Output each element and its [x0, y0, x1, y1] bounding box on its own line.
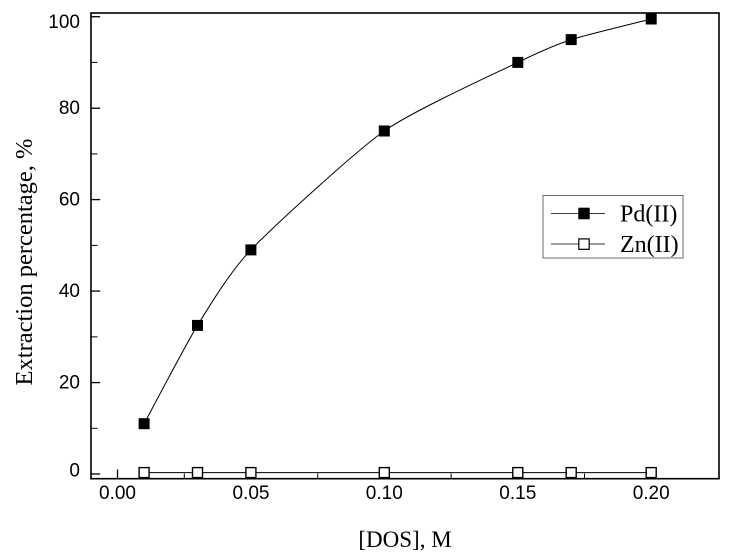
svg-text:0: 0: [69, 461, 80, 482]
svg-text:40: 40: [59, 281, 80, 302]
svg-text:0.05: 0.05: [233, 483, 270, 504]
svg-text:20: 20: [59, 373, 80, 394]
svg-text:0.20: 0.20: [633, 483, 670, 504]
svg-text:0.10: 0.10: [366, 483, 403, 504]
svg-text:[DOS], M: [DOS], M: [358, 527, 451, 552]
svg-text:0.15: 0.15: [499, 483, 536, 504]
svg-text:Zn(II): Zn(II): [620, 232, 679, 258]
svg-text:0.00: 0.00: [99, 483, 136, 504]
svg-text:Pd(II): Pd(II): [620, 202, 677, 228]
svg-text:80: 80: [59, 98, 80, 119]
svg-text:100: 100: [48, 12, 80, 33]
svg-text:Extraction percentage, %: Extraction percentage, %: [11, 139, 38, 386]
svg-text:60: 60: [59, 190, 80, 211]
